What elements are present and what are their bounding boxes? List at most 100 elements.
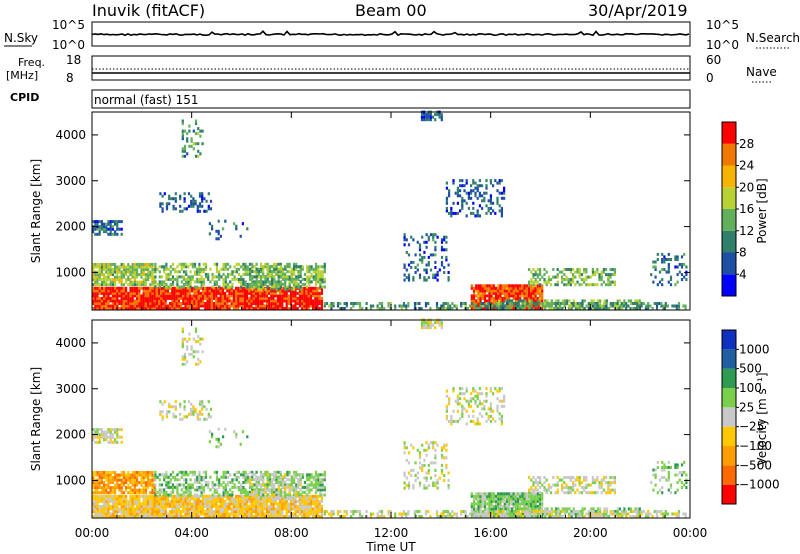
power-cell [432, 273, 435, 277]
velocity-cell [151, 483, 154, 487]
power-cell [481, 286, 484, 290]
velocity-cell [232, 507, 235, 511]
power-cell [133, 280, 136, 284]
power-cell [116, 294, 119, 298]
power-cell [105, 304, 108, 308]
velocity-cell [107, 512, 110, 516]
power-cell [314, 270, 318, 274]
power-cell [569, 268, 572, 271]
velocity-cell [122, 491, 125, 495]
power-cell [144, 291, 147, 295]
power-cell [512, 284, 515, 288]
power-cell [129, 270, 132, 274]
velocity-cell [257, 497, 260, 501]
power-cell [314, 294, 317, 298]
power-cell [232, 291, 235, 295]
power-cell [120, 280, 123, 284]
velocity-cell [222, 435, 225, 439]
power-cell [187, 280, 190, 284]
velocity-cell [133, 515, 136, 518]
power-cell [208, 307, 211, 310]
power-cell [479, 307, 483, 310]
velocity-cell [472, 494, 476, 498]
power-cell [294, 307, 297, 310]
velocity-cell [229, 493, 232, 497]
power-cell [178, 275, 181, 279]
power-cell [576, 307, 579, 310]
velocity-cell [232, 515, 235, 518]
power-cell [519, 299, 523, 303]
power-cell [162, 289, 165, 293]
velocity-cell [252, 515, 255, 518]
power-cell [600, 278, 603, 282]
power-cell [116, 296, 119, 300]
power-cell [468, 304, 472, 308]
power-cell [552, 302, 555, 305]
power-cell [208, 294, 211, 298]
power-cell [501, 291, 504, 295]
velocity-cell [224, 488, 227, 492]
power-cell [149, 307, 152, 310]
power-cell [461, 179, 464, 183]
velocity-cell [508, 502, 511, 506]
power-cell [516, 286, 520, 290]
power-cell [420, 118, 424, 122]
power-cell [449, 307, 452, 310]
power-cell [534, 291, 537, 295]
velocity-cell [290, 502, 293, 506]
power-cell [175, 299, 178, 303]
velocity-cell [109, 438, 112, 442]
power-cell [446, 307, 450, 310]
power-cell [470, 284, 473, 288]
power-cell [510, 289, 513, 293]
velocity-cell [505, 499, 509, 503]
power-cell [383, 307, 386, 310]
velocity-cell [199, 510, 202, 513]
power-cell [587, 307, 590, 310]
power-cell [171, 291, 174, 295]
power-cell [136, 263, 139, 266]
velocity-cell [208, 494, 211, 498]
power-cell [410, 235, 413, 239]
power-cell [567, 278, 570, 282]
power-cell [127, 270, 130, 274]
velocity-cell [490, 494, 493, 498]
velocity-cell [127, 502, 130, 506]
power-cell [92, 227, 95, 231]
power-cell [138, 307, 141, 310]
power-cell [190, 199, 193, 203]
velocity-cell [147, 478, 150, 482]
power-cell [200, 277, 203, 281]
power-cell [174, 192, 177, 196]
velocity-cell [122, 502, 125, 506]
velocity-cell [221, 510, 224, 513]
power-cell [215, 302, 218, 305]
velocity-cell [131, 515, 134, 518]
power-cell [160, 296, 163, 300]
power-cell [482, 302, 485, 305]
power-cell [125, 265, 128, 269]
power-cell [305, 296, 308, 300]
power-cell [578, 283, 581, 287]
power-cell [471, 302, 474, 305]
velocity-cell [154, 473, 157, 477]
power-cell [158, 296, 161, 300]
power-cell [416, 240, 419, 244]
velocity-cell [299, 480, 302, 484]
velocity-cell [213, 510, 216, 513]
power-cell [204, 304, 207, 308]
velocity-cell [169, 504, 172, 508]
velocity-cell [317, 478, 320, 482]
power-cell [516, 296, 520, 300]
velocity-cell [120, 473, 123, 477]
velocity-cell [292, 499, 295, 503]
velocity-cell [290, 499, 293, 503]
velocity-cell [246, 480, 249, 484]
velocity-cell [176, 490, 179, 494]
velocity-cell [149, 478, 152, 482]
velocity-cell [287, 497, 290, 501]
velocity-cell [111, 481, 114, 485]
velocity-cell [164, 510, 167, 513]
velocity-cell [270, 510, 273, 513]
velocity-cell [210, 504, 213, 508]
